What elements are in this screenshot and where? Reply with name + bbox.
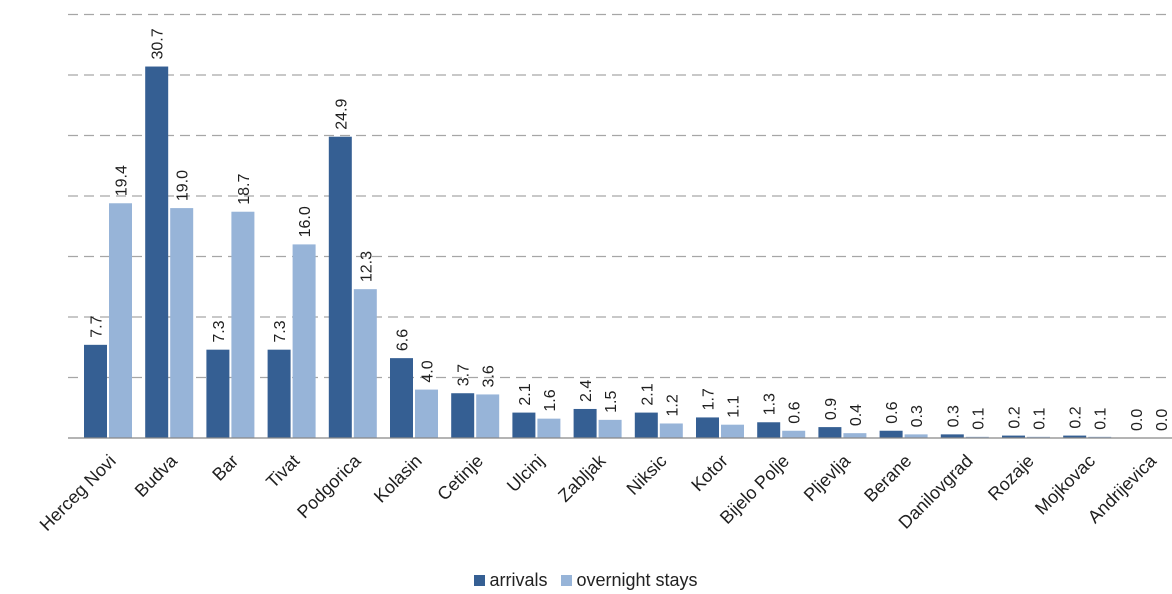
bar-overnight-stays-podgorica — [353, 289, 377, 438]
bar-overnight-stays-mojkovac — [1088, 436, 1112, 438]
tick-label-herceg-novi: Herceg Novi — [36, 451, 120, 535]
data-label-overnight-stays-budva: 19.0 — [175, 170, 192, 201]
bar-overnight-stays-zabljak — [598, 419, 622, 438]
legend-item-overnight-stays: overnight stays — [561, 570, 698, 590]
data-label-arrivals-bar: 7.3 — [211, 320, 228, 342]
data-label-arrivals-andrijevica: 0.0 — [1129, 409, 1146, 431]
data-label-arrivals-herceg-novi: 7.7 — [89, 315, 106, 337]
bar-arrivals-niksic — [634, 412, 658, 438]
data-label-overnight-stays-herceg-novi: 19.4 — [114, 165, 131, 196]
bar-arrivals-zabljak — [573, 408, 597, 438]
bar-arrivals-ulcinj — [512, 412, 536, 438]
data-label-arrivals-kolasin: 6.6 — [395, 329, 412, 351]
data-label-overnight-stays-bijelo-polje: 0.6 — [787, 401, 804, 423]
bar-arrivals-mojkovac — [1063, 435, 1087, 438]
bars — [84, 66, 1112, 438]
data-label-overnight-stays-zabljak: 1.5 — [603, 391, 620, 413]
data-label-arrivals-cetinje: 3.7 — [456, 364, 473, 386]
bar-arrivals-kotor — [696, 417, 719, 438]
data-label-overnight-stays-mojkovac: 0.1 — [1093, 407, 1110, 429]
tick-label-bar: Bar — [208, 451, 242, 485]
legend: arrivals overnight stays — [0, 570, 1172, 590]
tick-label-cetinje: Cetinje — [433, 451, 487, 505]
data-label-overnight-stays-niksic: 1.2 — [664, 394, 681, 416]
data-label-overnight-stays-podgorica: 12.3 — [358, 251, 375, 282]
tick-label-budva: Budva — [131, 450, 182, 501]
tick-label-rozaje: Rozaje — [984, 451, 1038, 505]
data-label-arrivals-rozaje: 0.2 — [1007, 406, 1024, 428]
bar-overnight-stays-kolasin — [415, 389, 438, 438]
bar-overnight-stays-berane — [904, 434, 928, 438]
bar-overnight-stays-ulcinj — [537, 418, 561, 438]
bar-arrivals-kolasin — [390, 358, 413, 438]
tick-label-kotor: Kotor — [687, 451, 732, 496]
data-label-arrivals-podgorica: 24.9 — [333, 98, 350, 129]
data-label-overnight-stays-andrijevica: 0.0 — [1154, 409, 1171, 431]
bar-overnight-stays-kotor — [721, 424, 744, 438]
tick-label-tivat: Tivat — [262, 451, 303, 492]
data-label-arrivals-zabljak: 2.4 — [578, 380, 595, 402]
bar-overnight-stays-pljevlja — [843, 433, 867, 438]
legend-item-arrivals: arrivals — [474, 570, 547, 590]
tick-label-berane: Berane — [860, 451, 915, 506]
bar-overnight-stays-budva — [170, 208, 194, 438]
data-label-arrivals-tivat: 7.3 — [272, 320, 289, 342]
data-label-arrivals-mojkovac: 0.2 — [1068, 406, 1085, 428]
data-label-overnight-stays-berane: 0.3 — [909, 405, 926, 427]
bar-arrivals-rozaje — [1002, 435, 1025, 438]
bar-overnight-stays-rozaje — [1027, 436, 1050, 438]
data-label-arrivals-niksic: 2.1 — [639, 383, 656, 405]
legend-label-arrivals: arrivals — [489, 570, 548, 590]
bar-overnight-stays-danilovgrad — [965, 436, 989, 438]
legend-swatch-overnight-stays — [561, 574, 573, 586]
bar-arrivals-budva — [145, 66, 169, 438]
data-label-overnight-stays-kotor: 1.1 — [726, 395, 743, 417]
tick-label-zabljak: Zabljak — [554, 450, 610, 506]
data-label-arrivals-budva: 30.7 — [150, 28, 167, 59]
data-label-arrivals-pljevlja: 0.9 — [823, 398, 840, 420]
legend-label-overnight-stays: overnight stays — [576, 570, 698, 590]
bar-overnight-stays-niksic — [659, 423, 683, 438]
bar-overnight-stays-tivat — [292, 244, 316, 438]
data-label-overnight-stays-ulcinj: 1.6 — [542, 389, 559, 411]
bar-arrivals-podgorica — [328, 136, 352, 438]
data-labels: 7.7 19.4 30.7 19.0 7.3 18.7 7.3 16.0 24.9 12.3 6.6… — [89, 28, 1171, 431]
data-label-overnight-stays-danilovgrad: 0.1 — [970, 407, 987, 429]
tick-label-podgorica: Podgorica — [293, 450, 365, 522]
data-label-arrivals-bijelo-polje: 1.3 — [762, 393, 779, 415]
bar-overnight-stays-bijelo-polje — [782, 430, 806, 438]
bar-arrivals-tivat — [267, 349, 291, 438]
bar-overnight-stays-herceg-novi — [109, 203, 132, 438]
data-label-arrivals-danilovgrad: 0.3 — [945, 405, 962, 427]
data-label-arrivals-ulcinj: 2.1 — [517, 383, 534, 405]
data-label-overnight-stays-rozaje: 0.1 — [1032, 407, 1049, 429]
data-label-overnight-stays-cetinje: 3.6 — [481, 365, 498, 387]
bar-arrivals-berane — [879, 430, 903, 438]
bar-arrivals-danilovgrad — [940, 434, 964, 438]
bar-overnight-stays-bar — [231, 211, 255, 438]
bar-overnight-stays-cetinje — [476, 394, 500, 438]
tick-label-ulcinj: Ulcinj — [503, 451, 548, 496]
data-label-overnight-stays-kolasin: 4.0 — [420, 360, 437, 382]
data-label-arrivals-kotor: 1.7 — [701, 388, 718, 410]
bar-arrivals-bar — [206, 349, 230, 438]
tick-label-kolasin: Kolasin — [370, 451, 426, 507]
data-label-overnight-stays-pljevlja: 0.4 — [848, 404, 865, 426]
data-label-overnight-stays-bar: 18.7 — [236, 173, 253, 204]
bar-arrivals-herceg-novi — [84, 344, 107, 438]
legend-swatch-arrivals — [474, 574, 486, 586]
bar-arrivals-bijelo-polje — [757, 422, 781, 438]
data-label-arrivals-berane: 0.6 — [884, 401, 901, 423]
bar-arrivals-cetinje — [451, 393, 475, 438]
data-label-overnight-stays-tivat: 16.0 — [297, 206, 314, 237]
tick-label-pljevlja: Pljevlja — [800, 450, 855, 505]
tick-label-niksic: Niksic — [623, 451, 671, 499]
bar-arrivals-pljevlja — [818, 427, 842, 438]
